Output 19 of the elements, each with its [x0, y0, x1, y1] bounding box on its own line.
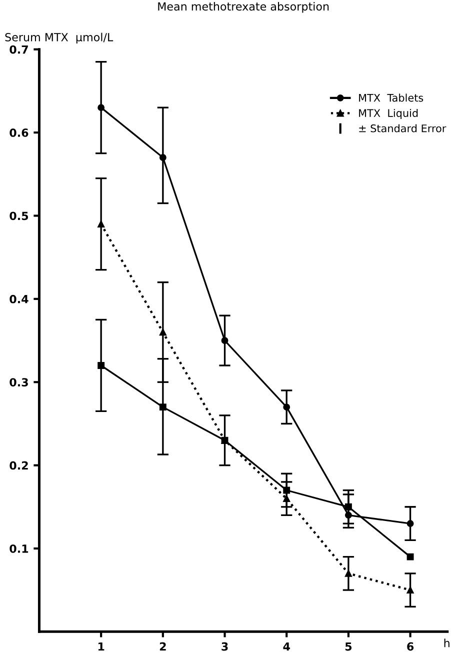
y-tick-label: 0.5 — [10, 212, 28, 220]
y-tick-label: 0.1 — [10, 544, 28, 553]
x-tick-label: 3 — [222, 642, 228, 651]
chart-title: Mean methotrexate absorption — [158, 2, 329, 13]
y-tick-label: 0.2 — [10, 461, 28, 470]
x-tick-label: 4 — [283, 642, 290, 651]
x-tick-label: 5 — [345, 642, 352, 651]
y-tick-label: 0.6 — [10, 128, 28, 137]
y-tick-label: 0.3 — [10, 378, 28, 386]
x-tick-label: 6 — [407, 642, 414, 651]
legend-label: MTX Tablets — [359, 94, 424, 102]
x-axis-title: h — [444, 638, 450, 648]
x-tick-label: 1 — [98, 642, 104, 651]
y-tick-label: 0.4 — [10, 294, 28, 304]
legend-label: MTX Liquid — [359, 108, 418, 120]
x-tick-label: 2 — [160, 642, 166, 651]
y-tick-label: 0.7 — [10, 45, 28, 54]
y-axis-title: Serum MTX μmol/L — [5, 32, 114, 44]
annotation: ± Standard Error — [359, 124, 446, 132]
